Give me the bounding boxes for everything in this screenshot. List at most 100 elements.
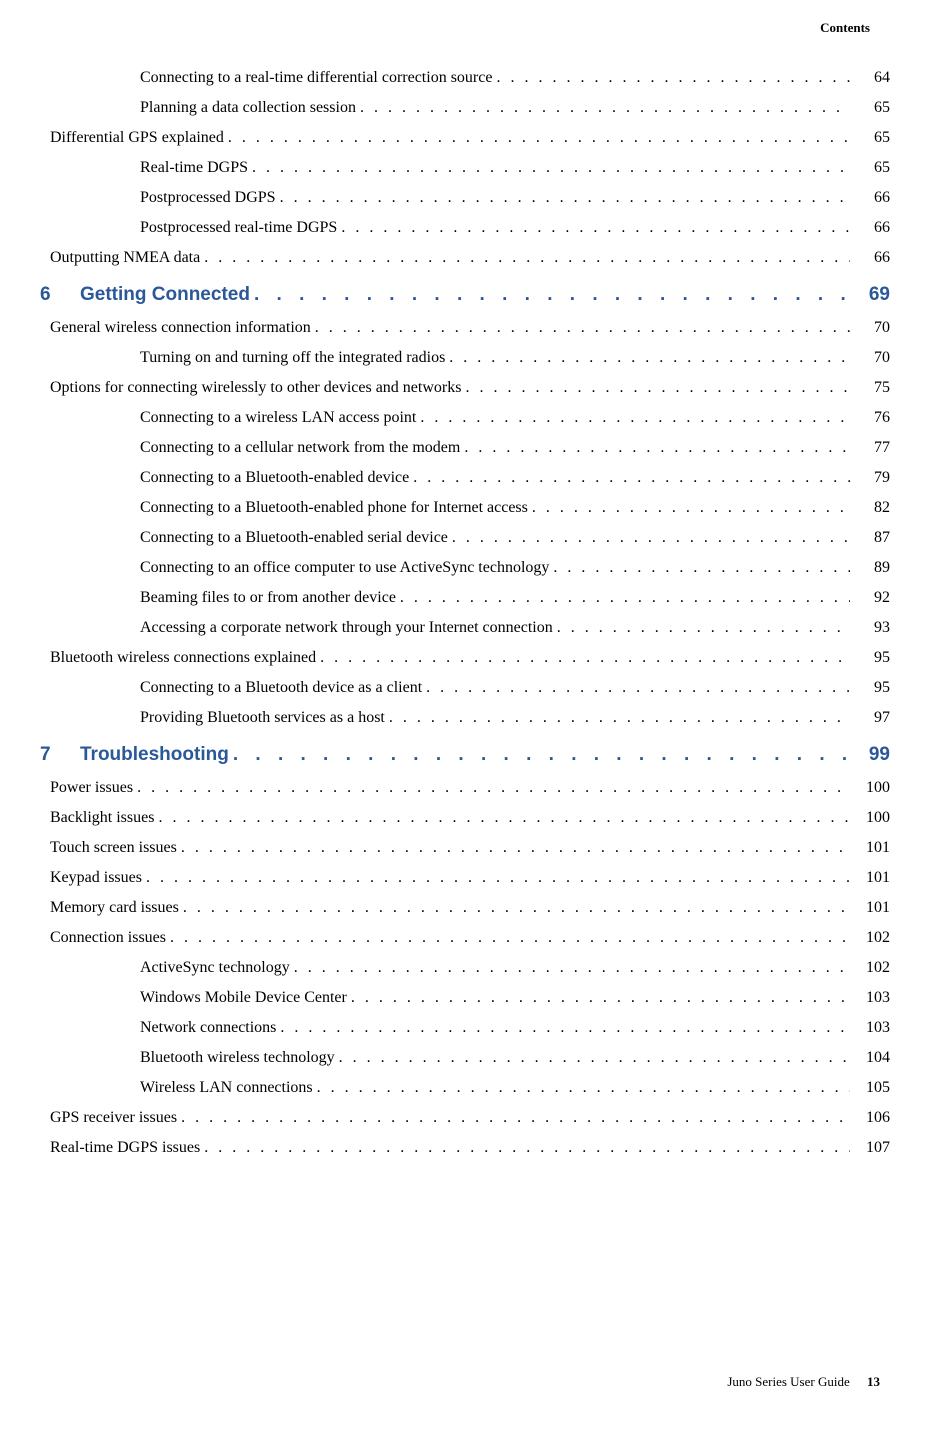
leader-dots: . . . . . . . . . . . . . . . . . . . . … xyxy=(276,186,850,210)
toc-entry: Bluetooth wireless connections explained… xyxy=(40,646,890,670)
toc-title: Connecting to an office computer to use … xyxy=(140,556,549,580)
toc-entry: Turning on and turning off the integrate… xyxy=(40,346,890,370)
toc-entry: Connecting to a wireless LAN access poin… xyxy=(40,406,890,430)
page-number: 97 xyxy=(850,706,890,730)
toc-entry: Outputting NMEA data. . . . . . . . . . … xyxy=(40,246,890,270)
leader-dots: . . . . . . . . . . . . . . . . . . . . … xyxy=(224,126,850,150)
toc-entry: Connecting to a Bluetooth device as a cl… xyxy=(40,676,890,700)
footer: Juno Series User Guide 13 xyxy=(727,1374,880,1390)
leader-dots: . . . . . . . . . . . . . . . . . . . . … xyxy=(200,1136,850,1160)
leader-dots: . . . . . . . . . . . . . . . . . . . . … xyxy=(316,646,850,670)
page-number: 70 xyxy=(850,346,890,370)
page-number: 103 xyxy=(850,1016,890,1040)
toc-title: Real-time DGPS issues xyxy=(50,1136,200,1160)
toc-entry: Connecting to a Bluetooth-enabled phone … xyxy=(40,496,890,520)
leader-dots: . . . . . . . . . . . . . . . . . . . . … xyxy=(445,346,850,370)
toc-title: Options for connecting wirelessly to oth… xyxy=(50,376,461,400)
toc-entry: Network connections. . . . . . . . . . .… xyxy=(40,1016,890,1040)
toc-title: Turning on and turning off the integrate… xyxy=(140,346,445,370)
page-number: 107 xyxy=(850,1136,890,1160)
toc-title: Bluetooth wireless technology xyxy=(140,1046,335,1070)
leader-dots: . . . . . . . . . . . . . . . . . . . . … xyxy=(422,676,850,700)
page-number: 92 xyxy=(850,586,890,610)
toc-title: Backlight issues xyxy=(50,806,154,830)
page-number: 101 xyxy=(850,866,890,890)
toc-entry: General wireless connection information.… xyxy=(40,316,890,340)
header-section-label: Contents xyxy=(40,20,890,36)
toc-title: Touch screen issues xyxy=(50,836,177,860)
toc-title: Keypad issues xyxy=(50,866,142,890)
leader-dots: . . . . . . . . . . . . . . . . . . . . … xyxy=(248,156,850,180)
toc-entry: Keypad issues. . . . . . . . . . . . . .… xyxy=(40,866,890,890)
toc-entry: Connecting to a real-time differential c… xyxy=(40,66,890,90)
toc-entry: Beaming files to or from another device.… xyxy=(40,586,890,610)
leader-dots: . . . . . . . . . . . . . . . . . . . . … xyxy=(290,956,850,980)
leader-dots: . . . . . . . . . . . . . . . . . . . . … xyxy=(460,436,850,460)
toc-title: Connecting to a Bluetooth-enabled phone … xyxy=(140,496,528,520)
toc-title: Beaming files to or from another device xyxy=(140,586,396,610)
page-number: 75 xyxy=(850,376,890,400)
toc-title: Connecting to a Bluetooth-enabled device xyxy=(140,466,409,490)
leader-dots: . . . . . . . . . . . . . . . . . . . . … xyxy=(276,1016,850,1040)
toc-entry: Windows Mobile Device Center. . . . . . … xyxy=(40,986,890,1010)
page-number: 87 xyxy=(850,526,890,550)
page-number: 69 xyxy=(850,284,890,306)
page-number: 64 xyxy=(850,66,890,90)
toc-entry: Options for connecting wirelessly to oth… xyxy=(40,376,890,400)
toc-title: Windows Mobile Device Center xyxy=(140,986,347,1010)
page-number: 104 xyxy=(850,1046,890,1070)
toc-title: Bluetooth wireless connections explained xyxy=(50,646,316,670)
leader-dots: . . . . . . . . . . . . . . . . . . . . … xyxy=(461,376,850,400)
leader-dots: . . . . . . . . . . . . . . . . . . . . … xyxy=(337,216,850,240)
leader-dots: . . . . . . . . . . . . . . . . . . . . … xyxy=(385,706,850,730)
page-number: 66 xyxy=(850,186,890,210)
page-number: 66 xyxy=(850,246,890,270)
page-number: 103 xyxy=(850,986,890,1010)
toc-title: Accessing a corporate network through yo… xyxy=(140,616,553,640)
toc-entry: Planning a data collection session. . . … xyxy=(40,96,890,120)
page-number: 65 xyxy=(850,96,890,120)
leader-dots: . . . . . . . . . . . . . . . . . . . . … xyxy=(396,586,850,610)
table-of-contents: Connecting to a real-time differential c… xyxy=(40,66,890,1160)
toc-title: Connecting to a Bluetooth device as a cl… xyxy=(140,676,422,700)
page-number: 79 xyxy=(850,466,890,490)
leader-dots: . . . . . . . . . . . . . . . . . . . . … xyxy=(549,556,850,580)
page-number: 89 xyxy=(850,556,890,580)
chapter-title: Troubleshooting xyxy=(80,744,229,766)
leader-dots: . . . . . . . . . . . . . . . . . . . . … xyxy=(416,406,850,430)
toc-title: ActiveSync technology xyxy=(140,956,290,980)
page-number: 66 xyxy=(850,216,890,240)
leader-dots: . . . . . . . . . . . . . . . . . . . . … xyxy=(311,316,850,340)
toc-entry: ActiveSync technology. . . . . . . . . .… xyxy=(40,956,890,980)
leader-dots: . . . . . . . . . . . . . . . . . . . . … xyxy=(200,246,850,270)
page-number: 101 xyxy=(850,836,890,860)
page-number: 100 xyxy=(850,806,890,830)
leader-dots: . . . . . . . . . . . . . . . . . . . . … xyxy=(356,96,850,120)
page-number: 95 xyxy=(850,676,890,700)
leader-dots: . . . . . . . . . . . . . . . . . . . . … xyxy=(177,836,850,860)
toc-title: Planning a data collection session xyxy=(140,96,356,120)
toc-title: Providing Bluetooth services as a host xyxy=(140,706,385,730)
toc-title: Real-time DGPS xyxy=(140,156,248,180)
toc-title: GPS receiver issues xyxy=(50,1106,177,1130)
leader-dots: . . . . . . . . . . . . . . . . . . . . … xyxy=(528,496,850,520)
toc-title: Wireless LAN connections xyxy=(140,1076,313,1100)
page-number: 101 xyxy=(850,896,890,920)
toc-entry: Postprocessed DGPS. . . . . . . . . . . … xyxy=(40,186,890,210)
toc-entry: Memory card issues. . . . . . . . . . . … xyxy=(40,896,890,920)
toc-title: Memory card issues xyxy=(50,896,179,920)
leader-dots: . . . . . . . . . . . . . . . . . . . . … xyxy=(154,806,850,830)
toc-title: Differential GPS explained xyxy=(50,126,224,150)
toc-title: Postprocessed real-time DGPS xyxy=(140,216,337,240)
leader-dots: . . . . . . . . . . . . . . . . . . . . … xyxy=(347,986,850,1010)
chapter-entry: 7Troubleshooting. . . . . . . . . . . . … xyxy=(40,744,890,766)
toc-title: Connecting to a Bluetooth-enabled serial… xyxy=(140,526,448,550)
page-number: 65 xyxy=(850,126,890,150)
toc-title: Connecting to a real-time differential c… xyxy=(140,66,492,90)
page-number: 100 xyxy=(850,776,890,800)
page-number: 102 xyxy=(850,926,890,950)
toc-title: Connecting to a wireless LAN access poin… xyxy=(140,406,416,430)
toc-title: Outputting NMEA data xyxy=(50,246,200,270)
page-number: 106 xyxy=(850,1106,890,1130)
chapter-number: 6 xyxy=(40,284,80,306)
